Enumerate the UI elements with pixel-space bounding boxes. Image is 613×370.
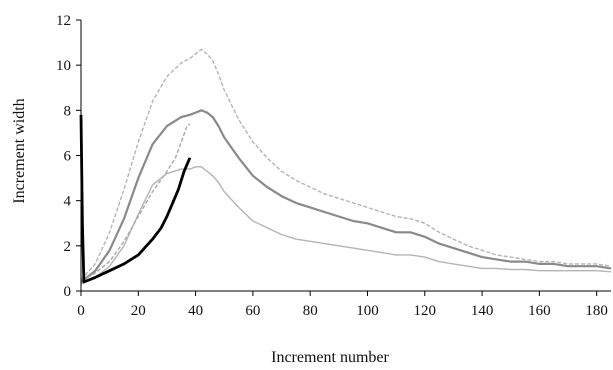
x-tick-label: 40	[188, 303, 203, 319]
y-tick-label: 4	[64, 194, 72, 210]
plot-area	[81, 20, 611, 291]
x-axis-title: Increment number	[271, 349, 389, 366]
series-line-2	[80, 48, 612, 281]
series-line-5	[79, 114, 192, 284]
series-line-1	[80, 109, 612, 283]
y-tick-label: 2	[64, 239, 72, 255]
plot-background	[81, 20, 611, 291]
y-tick-label: 12	[56, 13, 71, 29]
series-line-3	[80, 166, 612, 285]
y-tick-label: 10	[56, 58, 71, 74]
x-tick-label: 0	[77, 303, 85, 319]
x-tick-label: 120	[414, 303, 437, 319]
x-tick-label: 80	[303, 303, 318, 319]
y-tick-label: 0	[64, 284, 72, 300]
y-tick-label: 6	[64, 149, 72, 165]
y-axis-title: Increment width	[11, 98, 28, 203]
x-tick-label: 140	[471, 303, 494, 319]
x-tick-label: 160	[528, 303, 551, 319]
x-tick-label: 20	[131, 303, 146, 319]
y-tick-label: 8	[64, 103, 72, 119]
series-line-4	[80, 121, 191, 281]
x-tick-label: 180	[585, 303, 608, 319]
x-tick-label: 100	[356, 303, 379, 319]
series-layer	[79, 48, 612, 285]
x-tick-label: 60	[245, 303, 260, 319]
